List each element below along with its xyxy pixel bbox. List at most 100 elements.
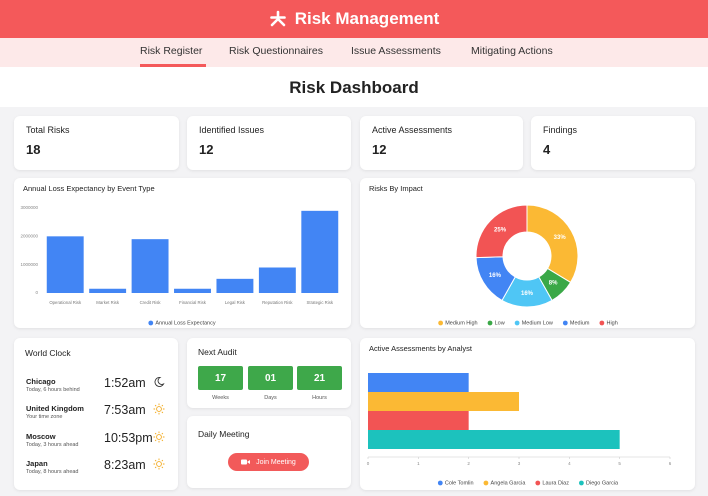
pie-slice [475, 204, 528, 259]
city-note: Today, 6 hours behind [26, 387, 80, 393]
legend-label: Medium High [445, 320, 477, 326]
bar-chart: Annual Loss Expectancy by Event Type 0 100… [20, 184, 339, 326]
stat-label: Findings [543, 125, 578, 135]
city-note: Your time zone [26, 414, 63, 420]
stat-value: 18 [26, 142, 41, 157]
countdown-value: 21 [297, 366, 342, 390]
x-tick-label: Market Risk [96, 300, 120, 305]
legend-marker [438, 320, 444, 326]
sun-icon [153, 458, 165, 470]
y-tick-label: 1000000 [20, 262, 38, 267]
nav-tab[interactable]: Issue Assessments [351, 45, 441, 57]
city-name: Chicago [26, 377, 56, 386]
bar [174, 288, 211, 293]
slice-label: 16% [489, 273, 502, 279]
world-clock-card: World Clock Chicago Today, 6 hours behin… [14, 338, 178, 490]
button-label[interactable]: Join Meeting [256, 458, 296, 466]
legend-label: Laura Diaz [542, 480, 569, 486]
city-name: Moscow [26, 432, 56, 441]
nav-tab[interactable]: Risk Register [140, 45, 203, 57]
bar [368, 411, 469, 430]
x-tick-label: 5 [618, 461, 621, 466]
stat-label: Active Assessments [372, 125, 453, 135]
nav-tab[interactable]: Mitigating Actions [471, 45, 553, 57]
countdown-value: 17 [198, 366, 243, 390]
stat-card: Total Risks 18 [14, 116, 179, 170]
legend-marker [487, 320, 493, 326]
y-tick-label: 2000000 [20, 234, 38, 239]
bar [368, 430, 620, 449]
slice-label: 25% [494, 227, 507, 233]
countdown-value: 01 [248, 366, 293, 390]
next-audit-card: Next Audit 17 01 21 Weeks Days Hours [187, 338, 351, 408]
x-tick-label: Legal Risk [225, 300, 246, 305]
legend-label: Low [495, 320, 505, 326]
y-tick-label: 3000000 [20, 205, 38, 210]
city-name: Japan [26, 459, 48, 468]
legend-marker [148, 320, 154, 326]
legend-marker [514, 320, 520, 326]
x-tick-label: Credit Risk [140, 300, 162, 305]
city-note: Today, 8 hours ahead [26, 469, 79, 475]
bar [368, 392, 519, 411]
x-tick-label: Strategic Risk [307, 300, 334, 305]
legend-marker [535, 480, 541, 486]
chart-card: Annual Loss Expectancy by Event Type 0 100… [14, 178, 351, 328]
x-tick-label: Operational Risk [49, 300, 82, 305]
legend-marker [579, 480, 584, 486]
bar [368, 373, 469, 392]
bar [216, 278, 254, 293]
legend-label: Angela Garcia [491, 480, 527, 486]
legend-label: Diego Garcia [586, 480, 619, 486]
x-tick-label: 4 [568, 461, 571, 466]
stat-card: Identified Issues 12 [187, 116, 351, 170]
active-tab-indicator [140, 64, 206, 67]
card-title: Daily Meeting [198, 429, 250, 439]
logo-icon [269, 10, 286, 27]
clock-row: Japan Today, 8 hours ahead 8:23am [26, 457, 176, 481]
legend-label: High [606, 320, 617, 326]
x-tick-label: Reputation Risk [262, 300, 293, 305]
chart-card: Active Assessments by Analyst 0 1 2 3 4 5 6 Cole… [360, 338, 695, 490]
nav-bar: Risk Register Risk Questionnaires Issue … [0, 38, 708, 67]
city-time: 8:23am [104, 458, 146, 472]
bar [301, 210, 339, 293]
hbar-chart: Active Assessments by Analyst 0 1 2 3 4 5 6 Cole… [367, 344, 672, 486]
bar [89, 288, 127, 293]
x-tick-label: 1 [417, 461, 420, 466]
camera-icon [241, 459, 251, 465]
city-name: United Kingdom [26, 404, 84, 413]
bar [258, 267, 296, 293]
sun-icon [153, 403, 165, 415]
card-title: World Clock [25, 348, 71, 358]
countdown-label: Hours [312, 395, 327, 401]
x-tick-label: 3 [518, 461, 521, 466]
city-note: Today, 3 hours ahead [26, 442, 79, 448]
chart-title: Risks By Impact [369, 184, 424, 193]
legend-marker [562, 320, 568, 326]
title-bar [0, 67, 708, 107]
pie-slice [526, 204, 579, 284]
stat-label: Total Risks [26, 125, 70, 135]
legend-marker [437, 480, 443, 486]
chart-title: Annual Loss Expectancy by Event Type [23, 184, 155, 193]
clock-row: Moscow Today, 3 hours ahead 10:53pm [26, 430, 176, 454]
stat-card: Active Assessments 12 [360, 116, 523, 170]
join-button[interactable]: Join Meeting [228, 453, 309, 471]
app-title: Risk Management [294, 9, 440, 28]
legend-marker [483, 480, 489, 486]
legend-marker [599, 320, 605, 326]
legend-label: Cole Tomlin [445, 480, 474, 486]
y-tick-label: 0 [35, 290, 38, 295]
bar [46, 236, 84, 293]
daily-meeting-card: Daily Meeting Join Meeting [187, 416, 351, 488]
nav-tab[interactable]: Risk Questionnaires [229, 45, 323, 57]
x-tick-label: 6 [669, 461, 672, 466]
clock-row: Chicago Today, 6 hours behind 1:52am [26, 375, 176, 399]
pie-chart: Risks By Impact 33% 8% 16% 16% 25% Medium High… [369, 184, 618, 326]
city-time: 7:53am [104, 403, 146, 417]
sun-icon [153, 431, 165, 443]
chart-title: Active Assessments by Analyst [369, 344, 473, 353]
city-time: 10:53pm [104, 431, 153, 445]
